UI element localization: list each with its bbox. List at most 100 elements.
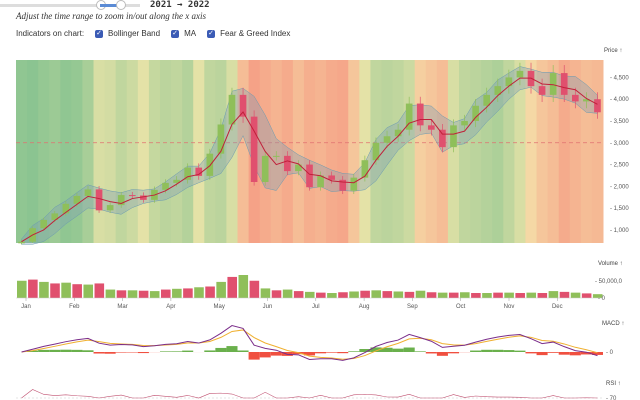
macd-histogram-bar xyxy=(303,352,316,356)
price-axis-title: Price ↑ xyxy=(604,48,623,54)
macd-histogram-bar xyxy=(447,352,460,354)
fear-greed-stripe xyxy=(193,60,205,243)
candle xyxy=(40,219,48,229)
macd-histogram-bar xyxy=(492,349,504,352)
volume-bar xyxy=(105,289,116,298)
indicators-label: Indicators on chart: xyxy=(16,29,85,38)
candle xyxy=(583,99,590,102)
price-tick-label: - 2,000 xyxy=(610,184,629,190)
candle xyxy=(62,203,70,214)
fear-greed-stripe xyxy=(93,60,106,243)
macd-histogram-bar xyxy=(481,349,493,352)
macd-histogram-bar xyxy=(370,347,382,352)
bollinger-checkbox[interactable]: ✓ xyxy=(95,29,104,38)
month-label: Feb xyxy=(69,304,80,310)
fear-greed-stripe xyxy=(126,60,139,243)
fear-greed-stripe xyxy=(536,60,549,243)
fear-greed-stripe xyxy=(171,60,183,243)
month-label: Nov xyxy=(504,304,515,310)
macd-histogram-bar xyxy=(425,352,437,354)
fear-greed-stripe xyxy=(71,60,83,243)
macd-histogram-bar xyxy=(270,352,282,356)
time-range-slider[interactable] xyxy=(0,0,140,10)
fear-greed-stripe xyxy=(459,60,471,243)
volume-bar xyxy=(360,290,370,298)
fear-greed-stripe xyxy=(27,60,39,243)
range-end-handle[interactable] xyxy=(116,0,126,10)
candle xyxy=(306,164,313,188)
fear-greed-stripe xyxy=(16,60,28,243)
macd-histogram-bar xyxy=(503,350,515,352)
macd-histogram-bar xyxy=(226,346,238,352)
candle xyxy=(483,94,491,106)
candle xyxy=(339,179,347,191)
fear-greed-stripe xyxy=(481,60,493,243)
macd-histogram-bar xyxy=(82,350,94,352)
ma-checkbox[interactable]: ✓ xyxy=(171,29,180,38)
fear-greed-stripe xyxy=(49,60,61,243)
volume-bar xyxy=(338,292,348,298)
fear-greed-stripe xyxy=(425,60,438,243)
volume-bar xyxy=(316,292,326,298)
candle xyxy=(328,175,335,180)
volume-bar xyxy=(61,282,71,298)
macd-histogram-bar xyxy=(547,352,559,353)
volume-bar xyxy=(415,290,426,298)
month-label: Dec xyxy=(552,304,563,310)
macd-histogram-bar xyxy=(71,349,83,352)
fear-greed-stripe xyxy=(104,60,117,243)
macd-axis-title: MACD ↑ xyxy=(602,321,625,327)
fear-greed-stripe xyxy=(359,60,371,243)
fear-greed-stripe xyxy=(137,60,150,243)
candle xyxy=(173,179,180,183)
fear-greed-stripe xyxy=(315,60,327,243)
fear-greed-stripe xyxy=(38,60,50,243)
candle xyxy=(560,73,568,95)
volume-bar xyxy=(94,283,105,298)
fear-greed-label: Fear & Greed Index xyxy=(220,29,291,38)
candle xyxy=(516,70,524,78)
macd-histogram-bar xyxy=(38,349,50,352)
candle xyxy=(228,94,236,125)
volume-bar xyxy=(293,291,304,298)
month-label: May xyxy=(214,304,225,310)
volume-tick-label: - 0 xyxy=(598,296,606,302)
range-selected xyxy=(100,4,120,7)
volume-bar xyxy=(570,292,581,298)
candle xyxy=(439,129,446,148)
macd-histogram-bar xyxy=(348,351,360,352)
macd-tick-label: - 0 xyxy=(606,350,614,356)
candle xyxy=(383,136,391,143)
candle xyxy=(106,205,114,211)
candle xyxy=(18,241,25,244)
candle xyxy=(217,124,225,154)
candle xyxy=(372,142,380,161)
candle xyxy=(272,155,280,157)
volume-bar xyxy=(304,291,315,298)
volume-bar xyxy=(271,290,282,298)
candle xyxy=(505,77,513,87)
rsi-tick-label: - 70 xyxy=(606,396,617,400)
ma-label: MA xyxy=(184,29,197,38)
candle xyxy=(594,99,601,113)
macd-histogram-bar xyxy=(315,352,327,354)
candle xyxy=(128,195,136,197)
volume-bar xyxy=(426,292,437,298)
volume-bar xyxy=(238,275,249,298)
fear-greed-stripe xyxy=(392,60,405,243)
candle xyxy=(206,153,214,176)
fear-greed-stripe xyxy=(237,60,250,243)
macd-histogram-bar xyxy=(248,352,260,360)
fear-greed-checkbox[interactable]: ✓ xyxy=(207,29,216,38)
candle xyxy=(571,94,579,102)
month-label: Jul xyxy=(312,304,320,310)
macd-histogram-bar xyxy=(392,348,404,352)
macd-histogram-bar xyxy=(171,351,183,352)
candle xyxy=(140,195,147,200)
macd-histogram-bar xyxy=(558,352,570,355)
macd-histogram-bar xyxy=(60,349,72,352)
volume-bar xyxy=(260,288,271,298)
candle xyxy=(195,167,203,176)
indicator-toggles: Indicators on chart: ✓ Bollinger Band ✓ MA… xyxy=(16,29,290,38)
